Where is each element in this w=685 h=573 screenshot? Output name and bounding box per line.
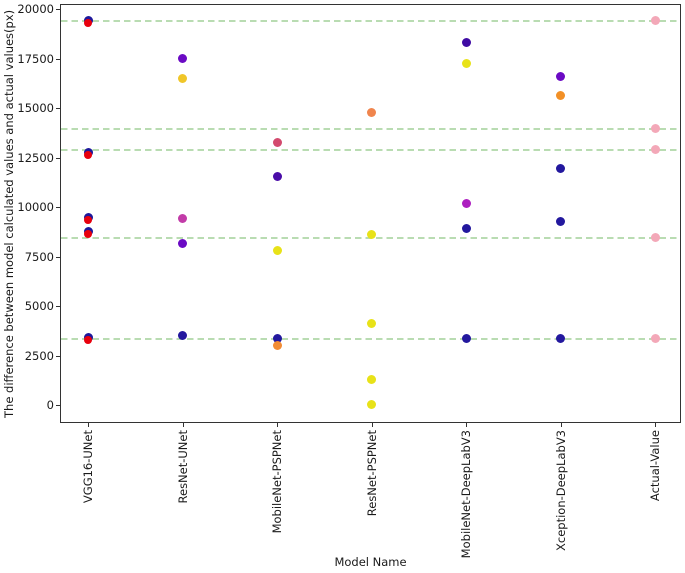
data-point (650, 124, 660, 134)
data-point (461, 38, 471, 48)
y-tick-mark (56, 207, 60, 208)
x-tick-mark (466, 423, 467, 427)
x-tick-label-mobilenet-pspnet: MobileNet-PSPNet (270, 430, 284, 534)
x-tick-mark (655, 423, 656, 427)
y-tick-label: 15000 (17, 101, 54, 115)
data-point (272, 138, 282, 148)
y-axis-title: The difference between model calculated … (2, 9, 16, 418)
data-point (367, 230, 376, 240)
y-tick-mark (56, 256, 60, 258)
x-tick-mark (182, 423, 184, 427)
y-tick-label: 12500 (17, 150, 54, 165)
y-tick-label: 2500 (24, 348, 54, 363)
data-point (556, 163, 565, 173)
data-point (84, 229, 92, 238)
data-point (650, 16, 660, 26)
data-point (178, 214, 187, 224)
data-point (84, 150, 92, 159)
data-point (84, 18, 92, 27)
x-tick-mark (560, 423, 562, 427)
y-tick-label: 10000 (17, 200, 54, 214)
data-point (272, 246, 282, 256)
data-point (272, 334, 282, 344)
data-point (650, 145, 660, 155)
y-tick-label: 5000 (24, 299, 54, 313)
data-point (178, 54, 187, 63)
y-tick-label: 7500 (24, 249, 54, 264)
data-point (556, 71, 565, 81)
data-point (461, 58, 471, 68)
data-point (272, 341, 282, 351)
x-tick-mark (277, 423, 278, 427)
reference-line (61, 19, 680, 22)
x-axis-title: Model Name (334, 555, 407, 569)
x-tick-mark (371, 423, 373, 427)
reference-line (61, 127, 680, 130)
y-tick-label: 17500 (17, 51, 54, 66)
data-point (367, 374, 376, 384)
y-tick-label: 20000 (17, 1, 54, 16)
data-point (461, 198, 471, 208)
data-point (367, 399, 376, 409)
data-point (178, 239, 187, 249)
data-point (178, 331, 187, 341)
y-tick-mark (56, 405, 60, 406)
x-tick-label-xception-deeplabv3: Xception-DeepLabV3 (553, 430, 568, 551)
data-point (461, 224, 471, 234)
data-point (272, 171, 282, 181)
data-point (367, 319, 376, 329)
reference-line (61, 148, 680, 151)
data-point (556, 334, 565, 344)
data-point (84, 215, 92, 224)
data-point (178, 73, 187, 83)
data-point (650, 334, 660, 344)
data-point (367, 108, 376, 118)
y-tick-mark (56, 355, 60, 357)
y-tick-mark (56, 9, 60, 10)
x-tick-label-resnet-pspnet: ResNet-PSPNet (364, 430, 379, 517)
y-tick-mark (56, 306, 60, 307)
y-tick-mark (56, 108, 60, 109)
x-tick-label-actual-value: Actual-Value (648, 430, 662, 502)
reference-line (61, 337, 680, 340)
y-tick-mark (56, 157, 60, 159)
data-point (556, 217, 565, 227)
data-point (461, 334, 471, 344)
x-tick-label-mobilenet-deeplabv3: MobileNet-DeepLabV3 (459, 430, 473, 559)
y-tick-mark (56, 58, 60, 60)
x-tick-mark (88, 423, 89, 427)
x-tick-label-vgg16-unet: VGG16-UNet (81, 430, 95, 504)
data-point (556, 90, 565, 100)
y-tick-label: 0 (46, 398, 54, 412)
x-tick-label-resnet-unet: ResNet-UNet (175, 430, 190, 504)
plot-area (60, 4, 681, 423)
data-point (84, 335, 92, 344)
data-point (650, 233, 660, 243)
